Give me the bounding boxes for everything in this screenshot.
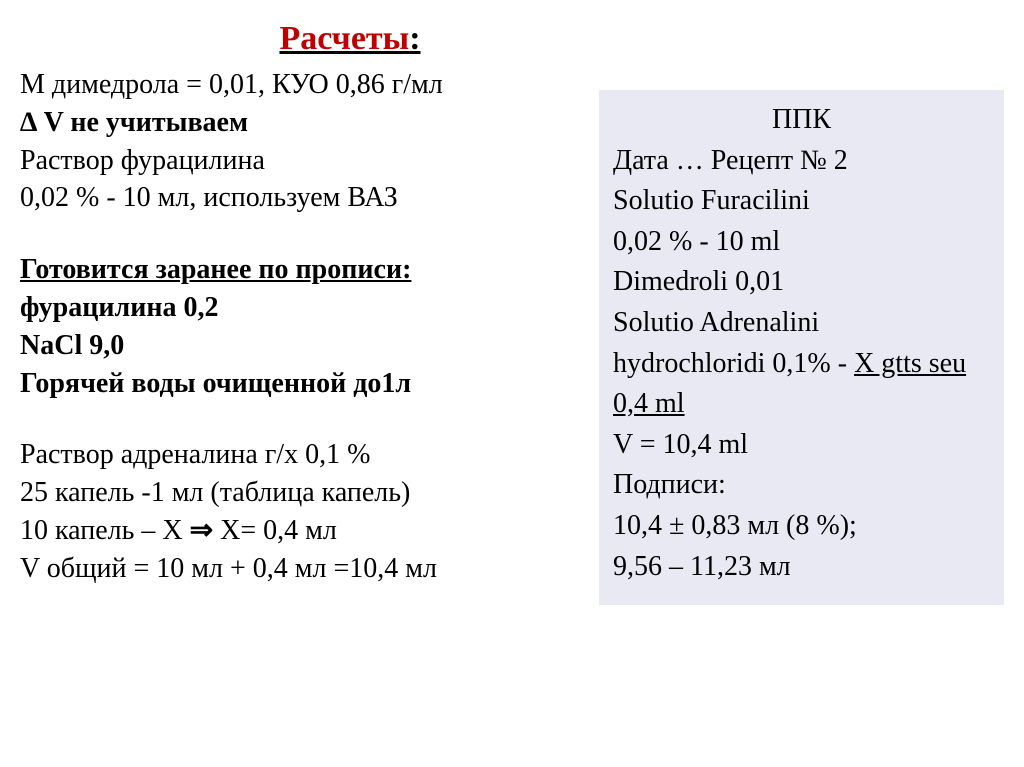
line-3: Раствор фурацилина: [20, 142, 580, 180]
ppk-line-3: Solutio Furacilini: [613, 181, 990, 222]
line-11a: 10 капель – Х: [20, 515, 190, 546]
ppk-line-8: V = 10,4 ml: [613, 425, 990, 466]
line-8: Горячей воды очищенной до1л: [20, 365, 580, 403]
ppk-line-6: Solutio Adrenalini: [613, 303, 990, 344]
ppk-line-2: Дата … Рецепт № 2: [613, 141, 990, 182]
ppk-line-9: Подписи:: [613, 465, 990, 506]
line-6: фурацилина 0,2: [20, 289, 580, 327]
title-colon: :: [409, 20, 420, 57]
arrow-icon: ⇒: [190, 515, 213, 546]
line-2: ∆ V не учитываем: [20, 104, 580, 142]
ppk-line-7a: hydrochloridi 0,1% -: [613, 348, 854, 379]
title-text: Расчеты: [279, 20, 409, 57]
ppk-line-4: 0,02 % - 10 ml: [613, 222, 990, 263]
spacer: [20, 402, 580, 436]
spacer: [20, 217, 580, 251]
slide: Расчеты: М димедрола = 0,01, КУО 0,86 г/…: [0, 0, 1024, 767]
line-4: 0,02 % - 10 мл, используем ВАЗ: [20, 179, 580, 217]
ppk-line-5: Dimedroli 0,01: [613, 262, 990, 303]
line-11b: Х= 0,4 мл: [213, 515, 337, 546]
line-5: Готовится заранее по прописи:: [20, 251, 580, 289]
right-box: ППК Дата … Рецепт № 2 Solutio Furacilini…: [599, 90, 1004, 605]
line-1: М димедрола = 0,01, КУО 0,86 г/мл: [20, 66, 580, 104]
line-12: V общий = 10 мл + 0,4 мл =10,4 мл: [20, 550, 580, 588]
line-11: 10 капель – Х ⇒ Х= 0,4 мл: [20, 512, 580, 550]
line-10: 25 капель -1 мл (таблица капель): [20, 474, 580, 512]
ppk-title: ППК: [613, 100, 990, 141]
ppk-line-11: 9,56 – 11,23 мл: [613, 547, 990, 588]
line-9: Раствор адреналина г/х 0,1 %: [20, 436, 580, 474]
left-column: М димедрола = 0,01, КУО 0,86 г/мл ∆ V не…: [20, 66, 580, 588]
ppk-line-7: hydrochloridi 0,1% - X gtts seu 0,4 ml: [613, 344, 990, 425]
line-7: NaCl 9,0: [20, 327, 580, 365]
ppk-line-10: 10,4 ± 0,83 мл (8 %);: [613, 506, 990, 547]
slide-title: Расчеты:: [150, 20, 550, 58]
